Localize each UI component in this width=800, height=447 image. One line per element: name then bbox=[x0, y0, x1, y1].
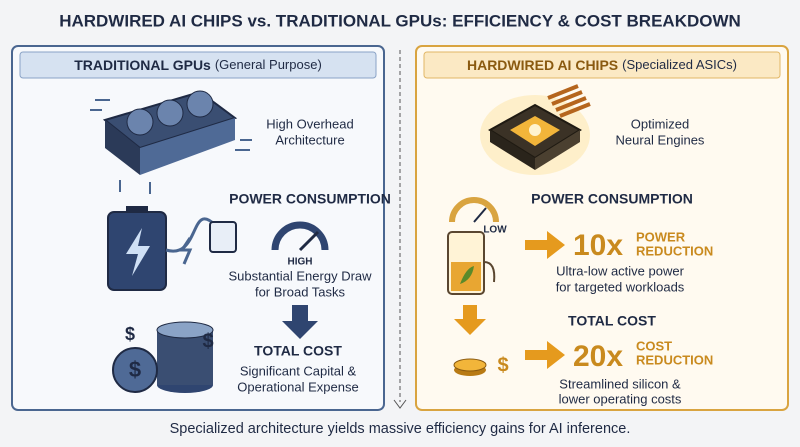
right-power-desc: Ultra-low active power bbox=[556, 263, 685, 278]
cost-factor-label: REDUCTION bbox=[636, 352, 713, 367]
footer: Specialized architecture yields massive … bbox=[170, 421, 631, 437]
power-factor: 10x bbox=[573, 229, 623, 262]
gpu-icon bbox=[90, 99, 252, 194]
power-factor-label: POWER bbox=[636, 229, 686, 244]
gauge-low bbox=[449, 197, 499, 223]
right-cost-desc: Streamlined silicon & bbox=[559, 376, 681, 391]
battery-icon bbox=[126, 206, 148, 213]
coins-icon: $ $ $ bbox=[112, 321, 214, 393]
battery-icon bbox=[126, 228, 150, 276]
battery-icon bbox=[107, 206, 237, 291]
coins-icon bbox=[157, 330, 213, 385]
left-power-desc: for Broad Tasks bbox=[255, 284, 346, 299]
title: HARDWIRED AI CHIPS vs. TRADITIONAL GPUs:… bbox=[59, 11, 741, 30]
chip-icon bbox=[535, 130, 580, 170]
chip-icon bbox=[529, 124, 541, 136]
left-header-name: TRADITIONAL GPUs bbox=[74, 57, 211, 73]
left-cost-desc: Significant Capital & bbox=[240, 363, 357, 378]
coins-icon: $ bbox=[129, 357, 141, 382]
coins-icon bbox=[156, 321, 214, 339]
battery-icon bbox=[179, 237, 193, 265]
left-power-desc: Substantial Energy Draw bbox=[228, 268, 372, 283]
battery-low-icon bbox=[460, 266, 474, 284]
battery-low-icon bbox=[483, 261, 496, 283]
left-power-title: POWER CONSUMPTION bbox=[229, 191, 391, 207]
left-cost-title: TOTAL COST bbox=[254, 343, 342, 359]
down-arrow bbox=[282, 305, 318, 339]
gauge-high bbox=[271, 221, 329, 252]
gpu-icon bbox=[186, 90, 214, 118]
left-feature: Architecture bbox=[275, 132, 344, 147]
coins-icon bbox=[112, 347, 158, 393]
right-power-title: POWER CONSUMPTION bbox=[531, 191, 693, 207]
power-factor-label: REDUCTION bbox=[636, 243, 713, 258]
battery-icon bbox=[165, 217, 217, 253]
right-gauge-label: LOW bbox=[483, 225, 507, 236]
right-arrow bbox=[525, 231, 565, 259]
battery-low-icon bbox=[447, 231, 496, 295]
chip-icon bbox=[490, 130, 535, 170]
left-feature: High Overhead bbox=[266, 116, 353, 131]
infographic bbox=[423, 51, 781, 79]
right-header: HARDWIRED AI CHIPS (Specialized ASICs) bbox=[467, 57, 737, 73]
gpu-icon bbox=[105, 120, 140, 175]
right-header-note: (Specialized ASICs) bbox=[622, 57, 737, 72]
left-cost-desc: Operational Expense bbox=[237, 379, 358, 394]
coin-icon bbox=[453, 358, 487, 372]
left-header-note: (General Purpose) bbox=[215, 57, 322, 72]
left-header: TRADITIONAL GPUs (General Purpose) bbox=[74, 57, 322, 73]
infographic bbox=[19, 51, 377, 79]
cost-factor: 20x bbox=[573, 340, 623, 373]
divider-arrow bbox=[393, 399, 407, 409]
gauge-low bbox=[473, 207, 487, 223]
chip-icon bbox=[547, 84, 591, 118]
right-arrow bbox=[525, 341, 565, 369]
right-power-desc: for targeted workloads bbox=[556, 279, 685, 294]
right-feature: Neural Engines bbox=[616, 132, 705, 147]
right-cost-desc: lower operating costs bbox=[559, 391, 682, 406]
gpu-icon bbox=[140, 118, 235, 175]
coins-icon: $ bbox=[202, 330, 213, 352]
gpu-icon bbox=[126, 108, 154, 136]
cost-factor-label: COST bbox=[636, 338, 672, 353]
gauge-high bbox=[298, 230, 320, 252]
gpu-icon bbox=[90, 90, 252, 194]
right-cost-title: TOTAL COST bbox=[568, 313, 656, 329]
right-feature: Optimized bbox=[631, 116, 690, 131]
coins-icon: $ bbox=[125, 324, 135, 344]
left-gauge-label: HIGH bbox=[288, 257, 313, 268]
right-header-name: HARDWIRED AI CHIPS bbox=[467, 57, 618, 73]
chip-icon bbox=[480, 84, 591, 175]
gauge-low bbox=[449, 197, 499, 223]
gpu-icon bbox=[156, 99, 184, 127]
battery-icon bbox=[209, 221, 237, 253]
down-arrow bbox=[454, 305, 486, 335]
coin-icon: $ bbox=[453, 354, 509, 376]
coin-icon: $ bbox=[497, 354, 508, 376]
gauge-high bbox=[271, 221, 329, 251]
